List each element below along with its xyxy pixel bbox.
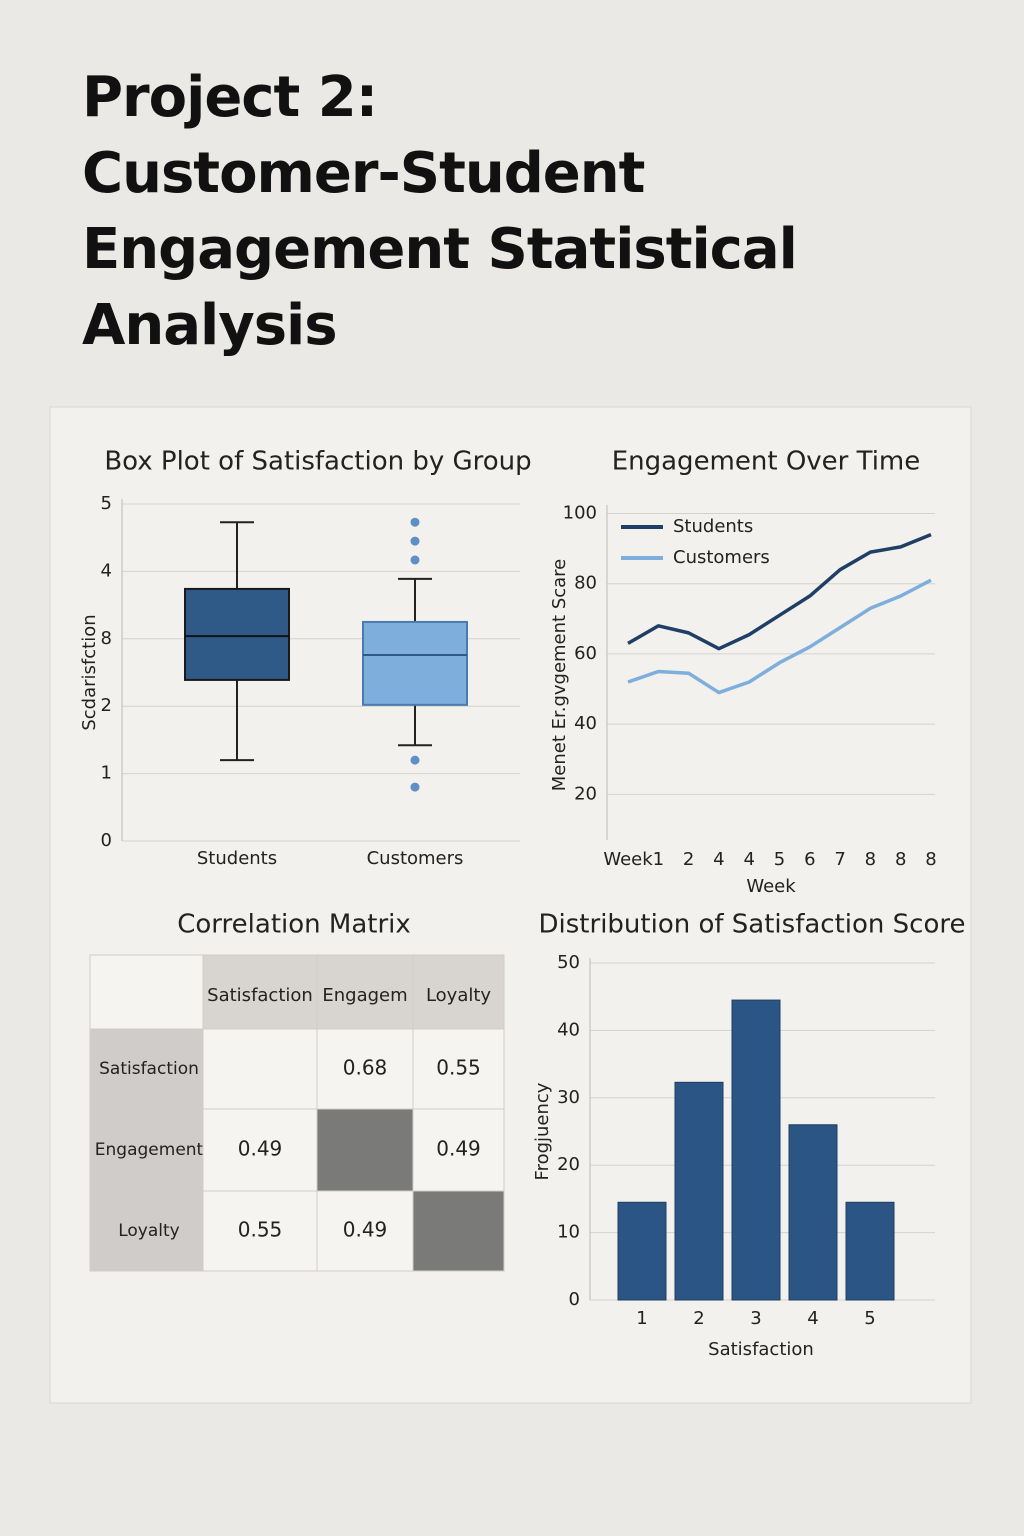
y-tick-label: 20 [574, 783, 597, 804]
bar [788, 1124, 838, 1301]
outlier [410, 755, 420, 765]
chart-title: Distribution of Satisfaction Score [539, 910, 966, 940]
row-header-cell [89, 1108, 204, 1192]
chart-title: Engagement Over Time [612, 447, 921, 477]
header-cell [412, 954, 505, 1030]
chart-title: Box Plot of Satisfaction by Group [104, 447, 531, 477]
y-tick-label: 4 [101, 560, 112, 581]
line [627, 532, 932, 651]
cell [316, 1028, 414, 1110]
column-header: Loyalty [426, 985, 491, 1006]
x-tick-label: 3 [750, 1308, 761, 1329]
legend-label: Students [673, 516, 753, 537]
x-tick-label: 1 [636, 1308, 647, 1329]
y-tick-label: 50 [557, 952, 580, 973]
bar [845, 1201, 895, 1301]
row-header-cell [89, 1190, 204, 1272]
box [184, 587, 290, 681]
bar [674, 1081, 724, 1301]
outlier [410, 782, 420, 792]
y-tick-label: 30 [557, 1087, 580, 1108]
outlier [410, 555, 420, 565]
cell [316, 1190, 414, 1272]
bar [617, 1201, 667, 1301]
x-tick-label: 4 [713, 849, 724, 870]
line [627, 578, 932, 695]
y-tick-label: 1 [101, 763, 112, 784]
row-header: Satisfaction [99, 1059, 199, 1079]
cell [202, 1028, 318, 1110]
x-tick-label: 6 [804, 849, 815, 870]
y-tick-label: 40 [574, 713, 597, 734]
y-tick-label: 100 [563, 503, 597, 524]
x-tick-label: Customers [367, 848, 464, 869]
cell [412, 1108, 505, 1192]
y-tick-label: 80 [574, 573, 597, 594]
cell [202, 1108, 318, 1192]
x-tick-label: 2 [683, 849, 694, 870]
cell-value: 0.49 [436, 1137, 481, 1161]
x-tick-label: 5 [864, 1308, 875, 1329]
page-subtitle: Customer-Student Engagement Statistical … [82, 141, 798, 358]
x-tick-label: 8 [895, 849, 906, 870]
x-tick-label: 2 [693, 1308, 704, 1329]
y-axis-label: Menet Er.gvgement Scare [549, 559, 570, 792]
x-tick-label: 8 [925, 849, 936, 870]
cell [202, 1190, 318, 1272]
legend-label: Customers [673, 547, 770, 568]
cell [412, 1190, 505, 1272]
cell-value: 0.68 [343, 1056, 388, 1080]
cell-value: 0.55 [238, 1218, 283, 1242]
x-tick-label: 4 [807, 1308, 818, 1329]
box [362, 620, 468, 706]
page-title: Project 2: [82, 65, 378, 130]
x-tick-label: 5 [774, 849, 785, 870]
x-tick-label: 7 [834, 849, 845, 870]
x-tick-label: 8 [865, 849, 876, 870]
column-header: Engagem [322, 985, 407, 1006]
header-cell [202, 954, 318, 1030]
y-tick-label: 5 [101, 493, 112, 514]
x-tick-label: Students [197, 848, 277, 869]
column-header: Satisfaction [207, 985, 313, 1006]
row-header: Loyalty [118, 1221, 180, 1241]
outlier [410, 517, 420, 527]
cell [316, 1108, 414, 1192]
header-cell [316, 954, 414, 1030]
y-tick-label: 0 [569, 1289, 580, 1310]
x-tick-label: 1 [653, 849, 664, 870]
x-tick-label: 4 [743, 849, 754, 870]
y-tick-label: 40 [557, 1019, 580, 1040]
y-tick-label: 60 [574, 643, 597, 664]
y-axis-label: Frogjuency [532, 1082, 553, 1180]
y-axis-label: Scdarisfction [79, 614, 100, 730]
table-corner [89, 954, 204, 1030]
cell-value: 0.49 [343, 1218, 388, 1242]
y-tick-label: 8 [101, 628, 112, 649]
y-tick-label: 20 [557, 1154, 580, 1175]
x-axis-label: Satisfaction [708, 1339, 814, 1360]
cell [412, 1028, 505, 1110]
y-tick-label: 2 [101, 695, 112, 716]
row-header: Engagement [95, 1140, 204, 1160]
row-header-cell [89, 1028, 204, 1110]
y-tick-label: 0 [101, 830, 112, 851]
y-tick-label: 10 [557, 1222, 580, 1243]
x-axis-label: Week [746, 876, 796, 897]
outlier [410, 536, 420, 546]
bar [731, 999, 781, 1301]
table-title: Correlation Matrix [177, 910, 411, 940]
x-tick-label: Week [603, 849, 653, 870]
cell-value: 0.49 [238, 1137, 283, 1161]
cell-value: 0.55 [436, 1056, 481, 1080]
